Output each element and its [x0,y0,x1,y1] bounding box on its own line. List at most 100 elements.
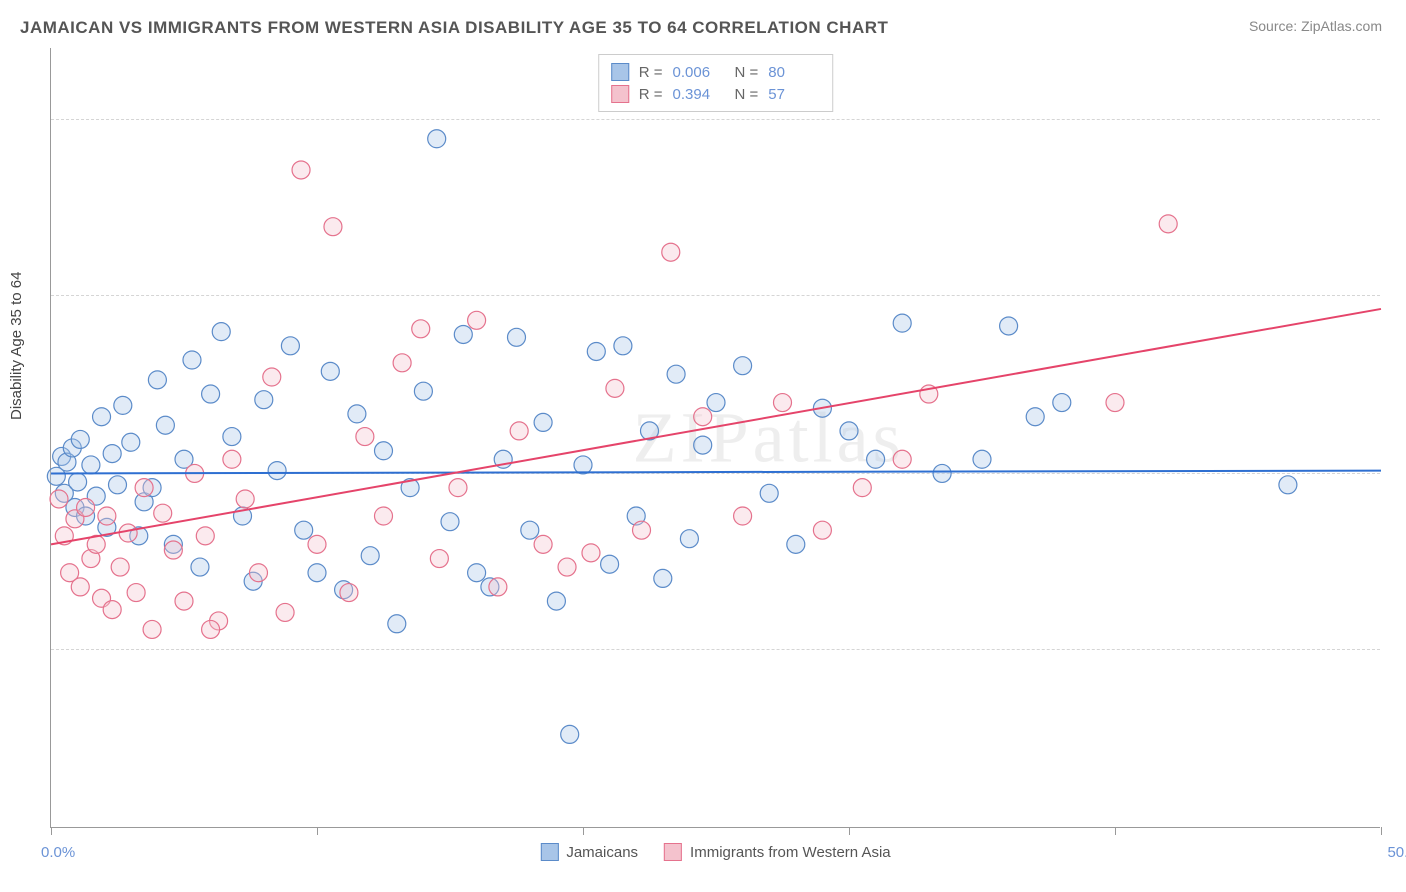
swatch-series-1-icon [540,843,558,861]
data-point [143,620,161,638]
data-point [295,521,313,539]
data-point [489,578,507,596]
data-point [183,351,201,369]
data-point [191,558,209,576]
y-tick-label: 18.8% [1388,286,1406,303]
data-point [633,521,651,539]
data-point [853,479,871,497]
y-axis-label: Disability Age 35 to 64 [8,272,25,420]
data-point [614,337,632,355]
data-point [223,450,241,468]
data-point [1106,394,1124,412]
data-point [582,544,600,562]
data-point [760,484,778,502]
data-point [933,464,951,482]
data-point [263,368,281,386]
data-point [375,442,393,460]
data-point [1026,408,1044,426]
legend-item-2: Immigrants from Western Asia [664,843,891,861]
r-label: R = [639,64,663,81]
y-tick-label: 12.5% [1388,465,1406,482]
data-point [449,479,467,497]
data-point [77,498,95,516]
data-point [428,130,446,148]
r-value-2: 0.394 [673,86,725,103]
data-point [135,479,153,497]
n-value-1: 80 [768,64,820,81]
data-point [840,422,858,440]
swatch-series-2-icon [664,843,682,861]
data-point [454,325,472,343]
data-point [547,592,565,610]
plot-area: ZIPatlas 6.3%12.5%18.8%25.0% 0.0% 50.0% … [50,48,1380,828]
data-point [430,550,448,568]
n-label: N = [735,86,759,103]
n-value-2: 57 [768,86,820,103]
data-point [292,161,310,179]
swatch-series-2 [611,85,629,103]
data-point [103,601,121,619]
data-point [50,490,68,508]
data-point [212,323,230,341]
source-label: Source: ZipAtlas.com [1249,18,1382,34]
data-point [375,507,393,525]
data-point [662,243,680,261]
data-point [255,391,273,409]
data-point [249,564,267,582]
data-point [441,513,459,531]
data-point [606,379,624,397]
data-point [558,558,576,576]
swatch-series-1 [611,63,629,81]
data-point [561,725,579,743]
data-point [119,524,137,542]
data-point [534,535,552,553]
data-point [534,413,552,431]
n-label: N = [735,64,759,81]
legend-label-1: Jamaicans [566,844,638,861]
data-point [156,416,174,434]
data-point [308,564,326,582]
data-point [356,428,374,446]
data-point [340,584,358,602]
data-point [111,558,129,576]
data-point [1000,317,1018,335]
data-point [93,408,111,426]
data-point [148,371,166,389]
data-point [103,445,121,463]
data-point [223,428,241,446]
data-point [202,620,220,638]
data-point [680,530,698,548]
data-point [893,450,911,468]
y-tick-label: 25.0% [1388,110,1406,127]
data-point [202,385,220,403]
data-point [893,314,911,332]
data-point [276,603,294,621]
data-point [694,436,712,454]
data-point [175,592,193,610]
data-point [654,569,672,587]
legend-label-2: Immigrants from Western Asia [690,844,891,861]
data-point [154,504,172,522]
data-point [109,476,127,494]
legend-item-1: Jamaicans [540,843,638,861]
data-point [587,342,605,360]
x-min-label: 0.0% [41,844,75,861]
data-point [71,430,89,448]
data-point [69,473,87,491]
data-point [114,396,132,414]
data-point [321,362,339,380]
chart-title: JAMAICAN VS IMMIGRANTS FROM WESTERN ASIA… [20,18,888,38]
y-tick-label: 6.3% [1388,641,1406,658]
data-point [813,521,831,539]
data-point [508,328,526,346]
data-point [127,584,145,602]
data-point [468,311,486,329]
data-point [774,394,792,412]
x-max-label: 50.0% [1387,844,1406,861]
trend-line [51,471,1381,474]
correlation-legend: R = 0.006 N = 80 R = 0.394 N = 57 [598,54,834,112]
data-point [412,320,430,338]
data-point [236,490,254,508]
data-point [122,433,140,451]
data-point [468,564,486,582]
